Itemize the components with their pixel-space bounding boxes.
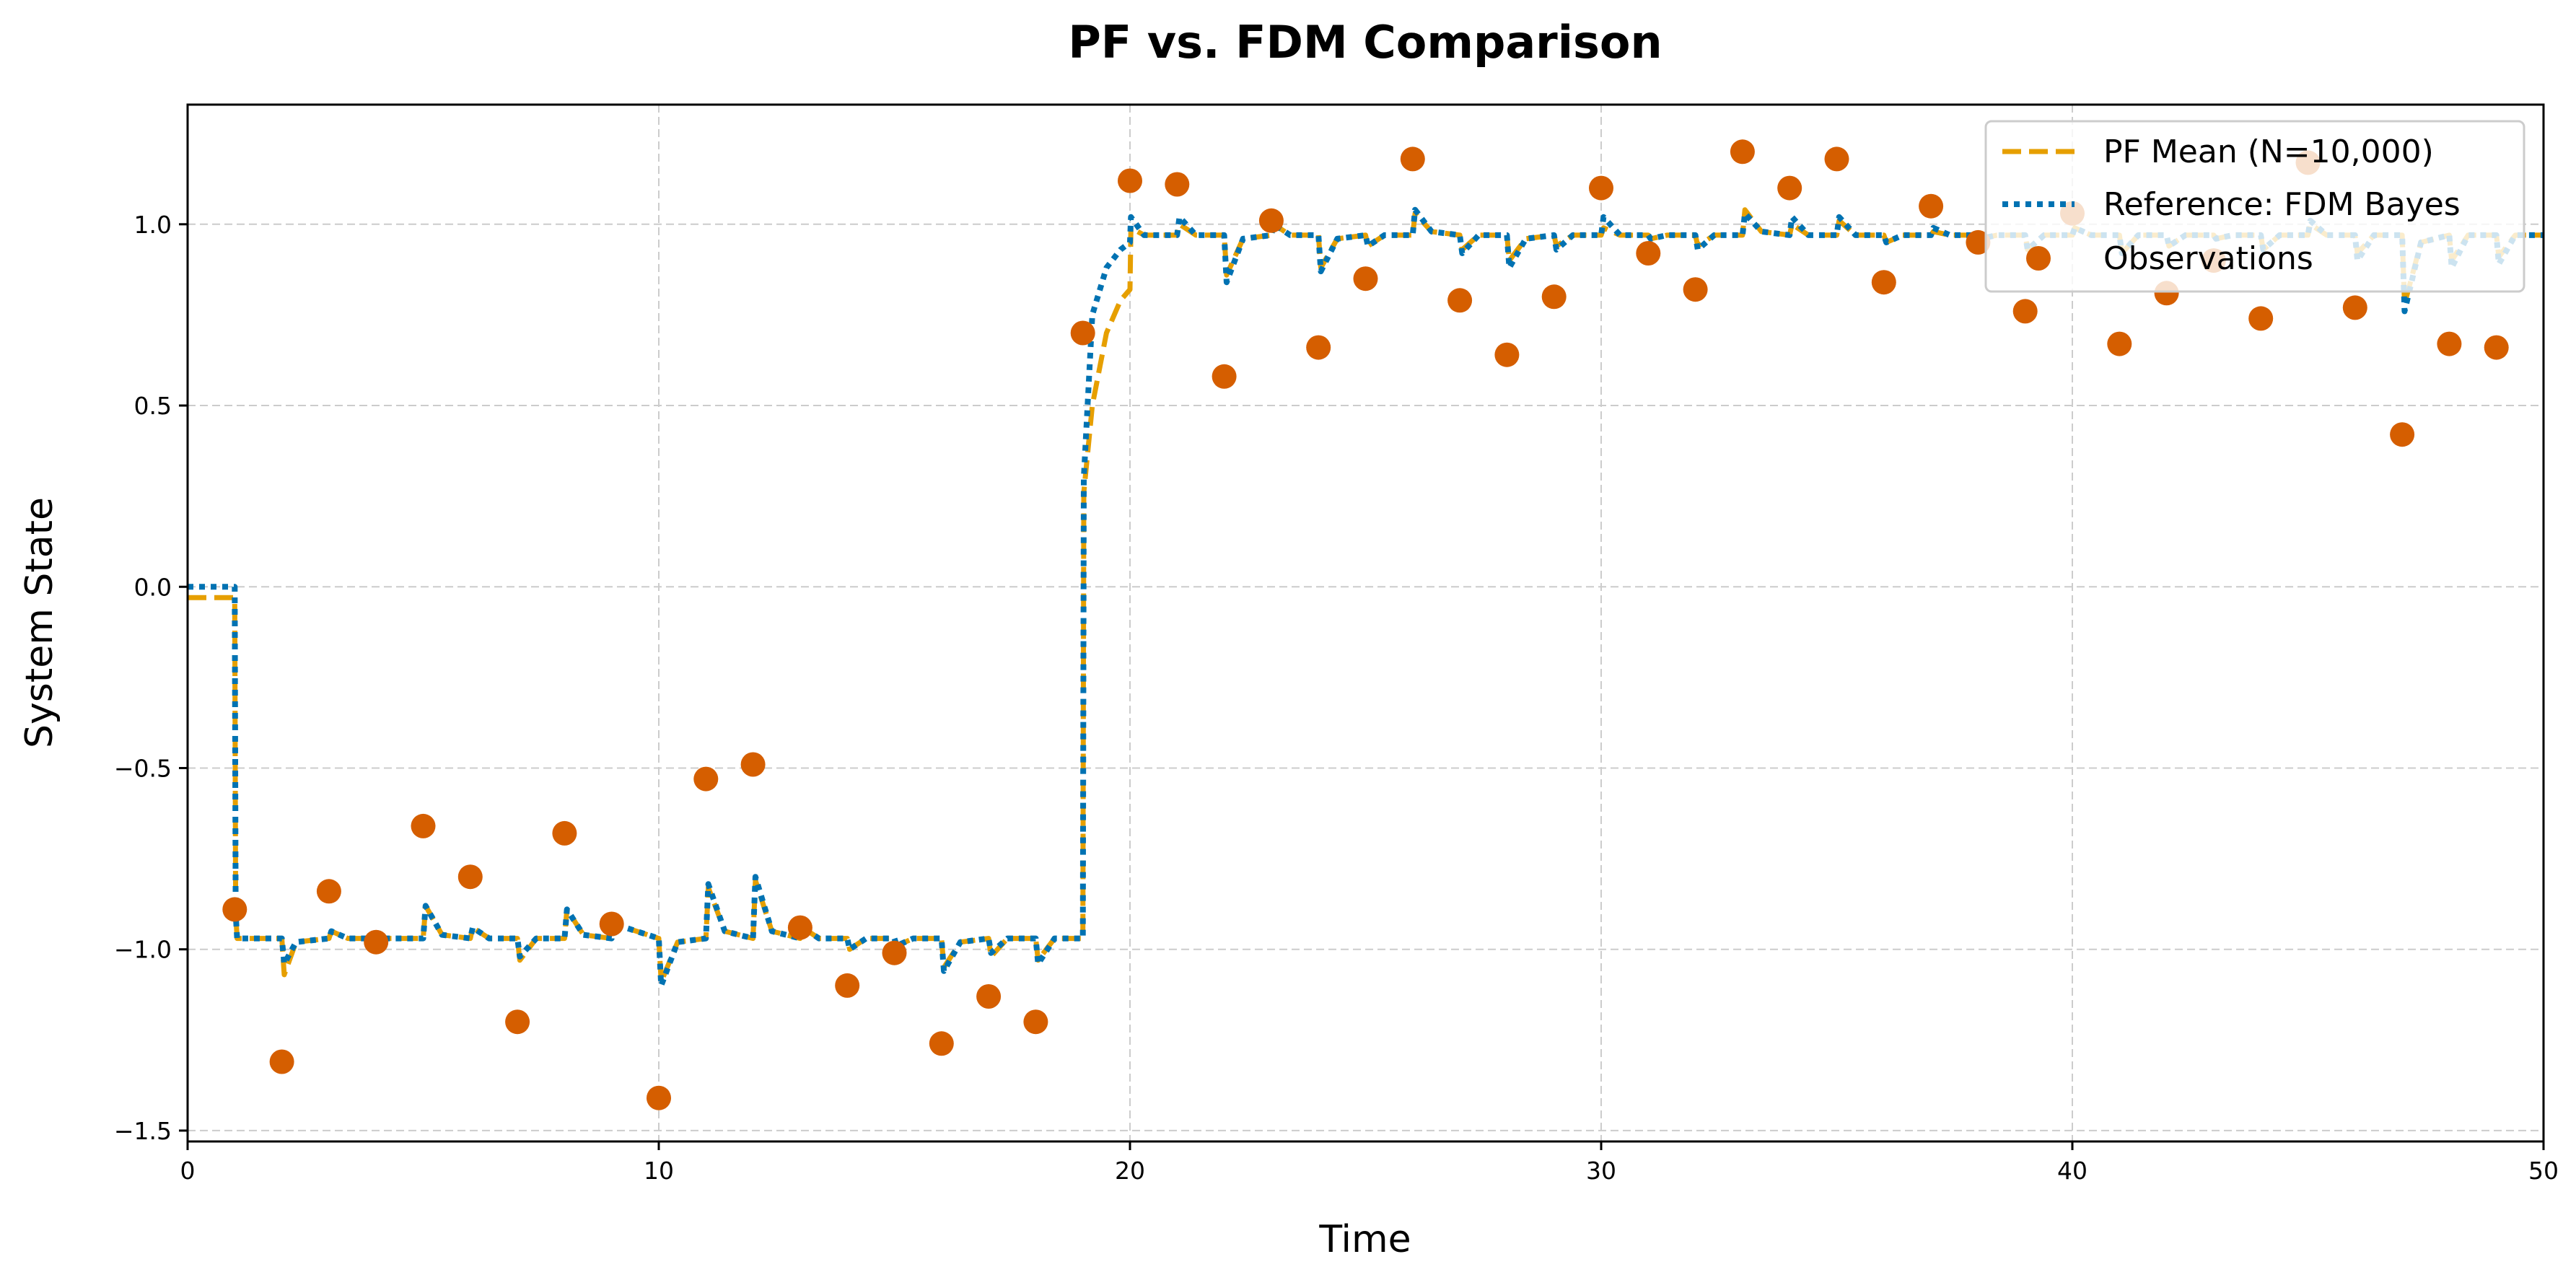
chart-title: PF vs. FDM Comparison [1068,16,1662,69]
x-tick-label: 30 [1586,1157,1616,1185]
observation-point [2248,306,2274,331]
observation-point [2390,422,2415,447]
legend-label-observations: Observations [2103,240,2313,277]
gridlines [187,105,2544,1141]
observation-point [1966,229,1991,255]
y-tick-label: −0.5 [114,754,172,782]
observation-point [505,1009,530,1035]
observation-point [269,1049,294,1074]
observation-point [2437,331,2462,356]
x-tick-label: 50 [2528,1157,2559,1185]
y-tick-label: −1.0 [114,936,172,964]
observation-point [457,864,483,890]
x-tick-label: 40 [2057,1157,2087,1185]
legend-label-pf-mean: PF Mean (N=10,000) [2103,133,2434,170]
y-tick-label: 0.0 [134,573,172,601]
observation-point [693,766,719,792]
observation-point [1353,266,1378,291]
observation-point [1258,208,1284,233]
legend-marker-observations [2026,246,2051,271]
axes-frame [186,103,2545,1143]
legend-label-reference: Reference: FDM Bayes [2103,186,2461,223]
observation-point [1023,1009,1048,1035]
y-tick-label: 0.5 [134,392,172,420]
observation-point [2012,299,2038,324]
observation-point [1165,172,1190,197]
observation-point [1306,335,1331,360]
observation-point [929,1031,954,1056]
observation-point [647,1085,671,1110]
observation-point [316,879,341,904]
legend: PF Mean (N=10,000) Reference: FDM Bayes … [1984,120,2525,293]
observation-point [882,940,907,965]
observation-point [1118,168,1142,193]
x-tick-label: 10 [644,1157,674,1185]
observation-point [740,752,766,777]
observation-point [222,897,247,922]
legend-box [1984,120,2525,293]
observation-point [1400,146,1425,172]
observation-point [1730,139,1755,165]
observation-point [364,929,389,955]
observation-point [1494,342,1520,367]
observation-point [599,911,624,937]
observation-point [1777,175,1802,201]
y-axis-title: System State [18,497,61,748]
observation-point [1871,270,1896,295]
observation-point [1589,175,1613,201]
observation-point [2107,331,2132,356]
observation-point [787,915,812,940]
x-tick-label: 20 [1115,1157,1145,1185]
observation-point [1683,277,1708,302]
observation-point [1447,288,1473,313]
observation-point [2342,295,2367,320]
axis-ticks: 0 10 20 30 40 50 −1.5 −1.0 −0.5 0.0 0.5 1.0 [114,211,2559,1185]
observation-point [1541,284,1567,310]
observation-point [411,813,436,838]
observation-point [1824,146,1849,172]
observation-point [2484,335,2509,360]
y-tick-label: −1.5 [114,1117,172,1145]
observation-point [1636,241,1661,266]
x-axis-title: Time [1318,1218,1411,1261]
observation-point [976,984,1002,1009]
y-tick-label: 1.0 [134,211,172,239]
observation-point [1212,364,1237,389]
observation-point [1919,193,1944,219]
observation-point [835,973,860,998]
observation-point [552,820,577,846]
observation-point [1070,320,1095,346]
x-tick-label: 0 [180,1157,196,1185]
